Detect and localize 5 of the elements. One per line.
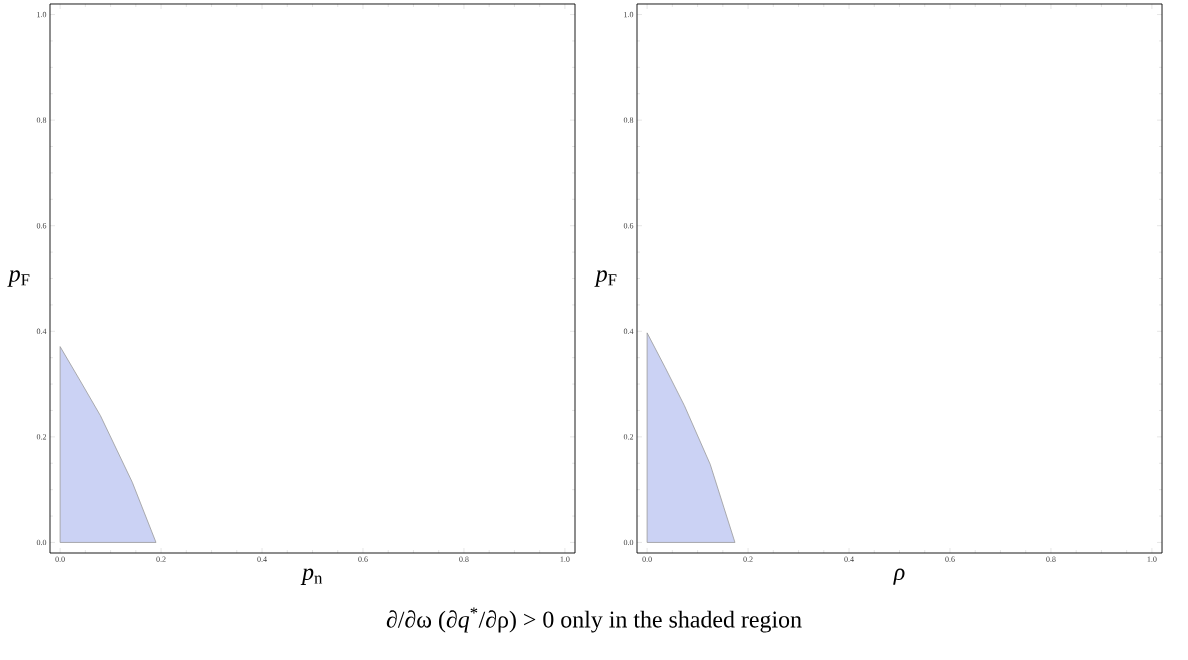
x-axis-title: ρ — [893, 568, 905, 585]
text: ∂/∂ω (∂q$^{*}$/∂ρ) > 0 only in the shaded region — [386, 607, 802, 633]
y-axis-title: p$_{F}$ — [7, 270, 30, 287]
x-axis-title: p$_{n}$ — [300, 568, 323, 585]
y-axis-title: p$_{F}$ — [594, 270, 617, 287]
